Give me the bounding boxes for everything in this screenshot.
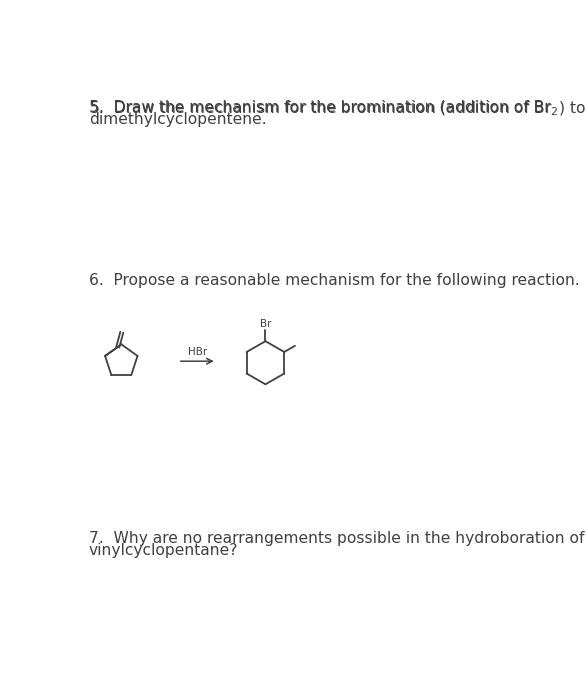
Text: dimethylcyclopentene.: dimethylcyclopentene. — [88, 112, 267, 127]
Text: Br: Br — [260, 319, 271, 329]
Text: HBr: HBr — [188, 347, 207, 357]
Text: 6.  Propose a reasonable mechanism for the following reaction.: 6. Propose a reasonable mechanism for th… — [88, 272, 580, 288]
Text: vinylcyclopentane?: vinylcyclopentane? — [88, 543, 239, 558]
Text: 5.  Draw the mechanism for the bromination (addition of Br2) to 1,2-: 5. Draw the mechanism for the brominatio… — [88, 99, 586, 114]
Text: 5.  Draw the mechanism for the bromination (addition of Br$_2$) to 1,2-: 5. Draw the mechanism for the brominatio… — [88, 99, 586, 118]
Text: 7.  Why are no rearrangements possible in the hydroboration of 1-: 7. Why are no rearrangements possible in… — [88, 531, 586, 545]
Text: 5.  Draw the mechanism for the bromination (addition of Br: 5. Draw the mechanism for the brominatio… — [88, 99, 550, 114]
